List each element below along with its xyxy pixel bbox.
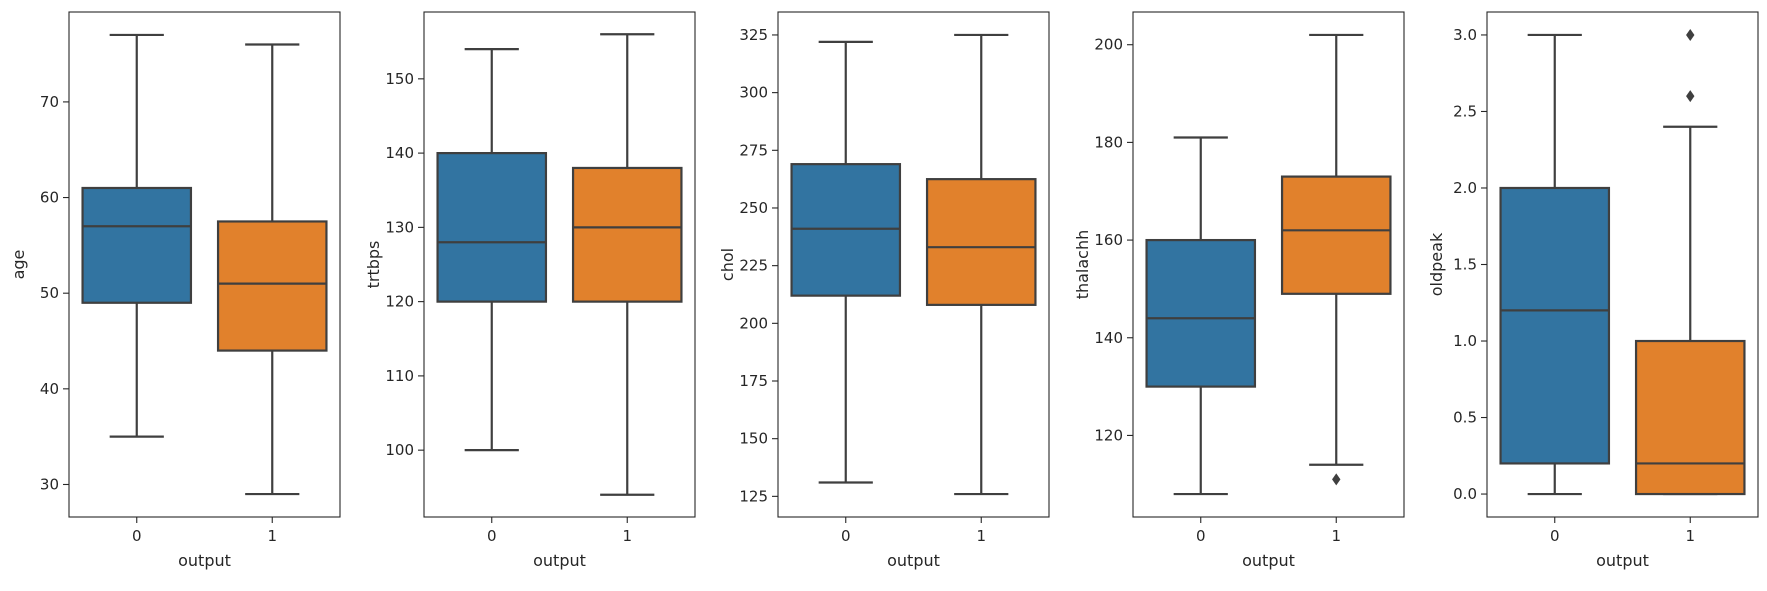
y-tick-label: 275	[739, 141, 768, 159]
iqr-box	[571, 166, 683, 303]
panel-0: 30 40 50 60 70 0 1 output age	[9, 11, 341, 570]
x-tick-label: 1	[1685, 527, 1695, 545]
y-tick-label: 1.5	[1453, 256, 1477, 274]
box-3-1	[1280, 33, 1392, 486]
box-0-1	[216, 43, 328, 496]
y-tick-label: 150	[739, 430, 768, 448]
y-tick-label: 1.0	[1453, 332, 1477, 350]
x-tick-label: 0	[132, 527, 142, 545]
x-axis-label: output	[1596, 551, 1649, 570]
x-tick-label: 0	[841, 527, 851, 545]
panel-3: 120 140 160 180 200 0 1 output thalachh	[1073, 11, 1405, 570]
y-tick-label: 200	[1094, 36, 1123, 54]
box-3-0	[1145, 136, 1257, 496]
box-2-1	[925, 33, 1037, 496]
y-tick-label: 120	[1094, 426, 1123, 444]
y-tick-label: 140	[385, 144, 414, 162]
y-tick-label: 0.0	[1453, 485, 1477, 503]
iqr-box	[81, 186, 193, 304]
x-tick-label: 0	[1550, 527, 1560, 545]
x-axis-label: output	[887, 551, 940, 570]
y-tick-label: 250	[739, 199, 768, 217]
box-4-1	[1634, 28, 1746, 496]
y-tick-label: 325	[739, 26, 768, 44]
x-tick-label: 0	[1196, 527, 1206, 545]
y-tick-label: 120	[385, 293, 414, 311]
panel-2: 125 150 175 200 225 250 275 300 325 0 1 output chol	[718, 11, 1050, 570]
y-tick-label: 60	[40, 189, 59, 207]
iqr-box	[216, 220, 328, 352]
box-4-0	[1499, 33, 1611, 496]
iqr-box	[1499, 186, 1611, 465]
iqr-box	[1280, 175, 1392, 295]
axes-frame	[777, 11, 1050, 518]
panel-4: 0.0 0.5 1.0 1.5 2.0 2.5 3.0 0 1 output oldpeak	[1427, 11, 1759, 570]
outlier-point	[1686, 28, 1695, 41]
box-0-0	[81, 33, 193, 438]
y-tick-label: 125	[739, 487, 768, 505]
y-tick-label: 2.5	[1453, 102, 1477, 120]
y-tick-label: 150	[385, 70, 414, 88]
box-2-0	[790, 40, 902, 484]
y-tick-label: 50	[40, 284, 59, 302]
outlier-point	[1686, 90, 1695, 103]
y-tick-label: 110	[385, 367, 414, 385]
x-tick-label: 1	[976, 527, 986, 545]
outlier-point	[1332, 473, 1341, 486]
x-tick-label: 1	[1331, 527, 1341, 545]
y-axis-label: thalachh	[1073, 230, 1092, 300]
y-axis-label: oldpeak	[1427, 232, 1446, 296]
y-tick-label: 130	[385, 218, 414, 236]
iqr-box	[790, 163, 902, 297]
y-tick-label: 40	[40, 380, 59, 398]
y-axis-label: trtbps	[364, 241, 383, 289]
y-tick-label: 3.0	[1453, 26, 1477, 44]
y-tick-label: 175	[739, 372, 768, 390]
y-tick-label: 140	[1094, 329, 1123, 347]
y-tick-label: 225	[739, 257, 768, 275]
y-axis-label: chol	[718, 248, 737, 281]
y-tick-label: 160	[1094, 231, 1123, 249]
iqr-box	[1145, 238, 1257, 388]
y-tick-label: 200	[739, 314, 768, 332]
iqr-box	[1634, 339, 1746, 496]
y-tick-label: 100	[385, 441, 414, 459]
x-tick-label: 1	[622, 527, 632, 545]
x-axis-label: output	[533, 551, 586, 570]
y-tick-label: 180	[1094, 133, 1123, 151]
y-tick-label: 2.0	[1453, 179, 1477, 197]
panel-1: 100 110 120 130 140 150 0 1 output trtbps	[364, 11, 696, 570]
x-axis-label: output	[1242, 551, 1295, 570]
box-1-1	[571, 33, 683, 496]
y-tick-label: 70	[40, 93, 59, 111]
iqr-box	[436, 152, 548, 303]
iqr-box	[925, 178, 1037, 306]
y-axis-label: age	[9, 250, 28, 280]
y-tick-label: 0.5	[1453, 409, 1477, 427]
x-tick-label: 1	[267, 527, 277, 545]
y-tick-label: 300	[739, 84, 768, 102]
x-axis-label: output	[178, 551, 231, 570]
axes-frame	[1132, 11, 1405, 518]
x-tick-label: 0	[487, 527, 497, 545]
y-tick-label: 30	[40, 475, 59, 493]
axes-frame	[68, 11, 341, 518]
box-1-0	[436, 48, 548, 452]
axes-frame	[423, 11, 696, 518]
